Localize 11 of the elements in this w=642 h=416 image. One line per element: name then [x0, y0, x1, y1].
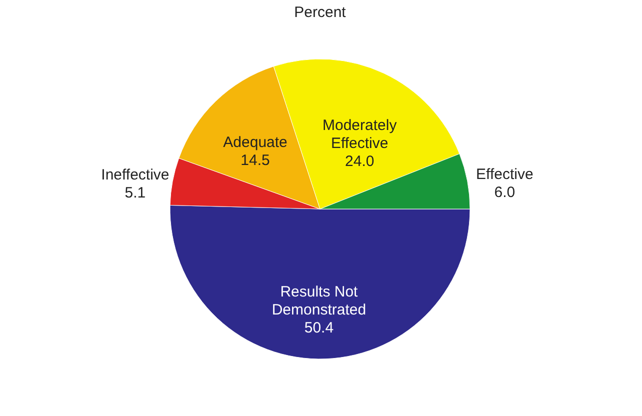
- data-label: 14.5: [240, 152, 270, 170]
- slice-label: Moderately Effective: [322, 116, 398, 152]
- chart-title: Percent: [294, 4, 347, 21]
- slice-label: Adequate: [223, 134, 288, 152]
- data-label: 24.0: [344, 152, 374, 170]
- slice-label: Effective: [476, 166, 534, 183]
- slice-label: Results Not Demonstrated: [272, 283, 366, 318]
- data-label: 50.4: [304, 319, 334, 336]
- data-label: 5.1: [124, 184, 146, 202]
- data-label: 6.0: [494, 184, 516, 201]
- slice-label: Ineffective: [101, 166, 170, 184]
